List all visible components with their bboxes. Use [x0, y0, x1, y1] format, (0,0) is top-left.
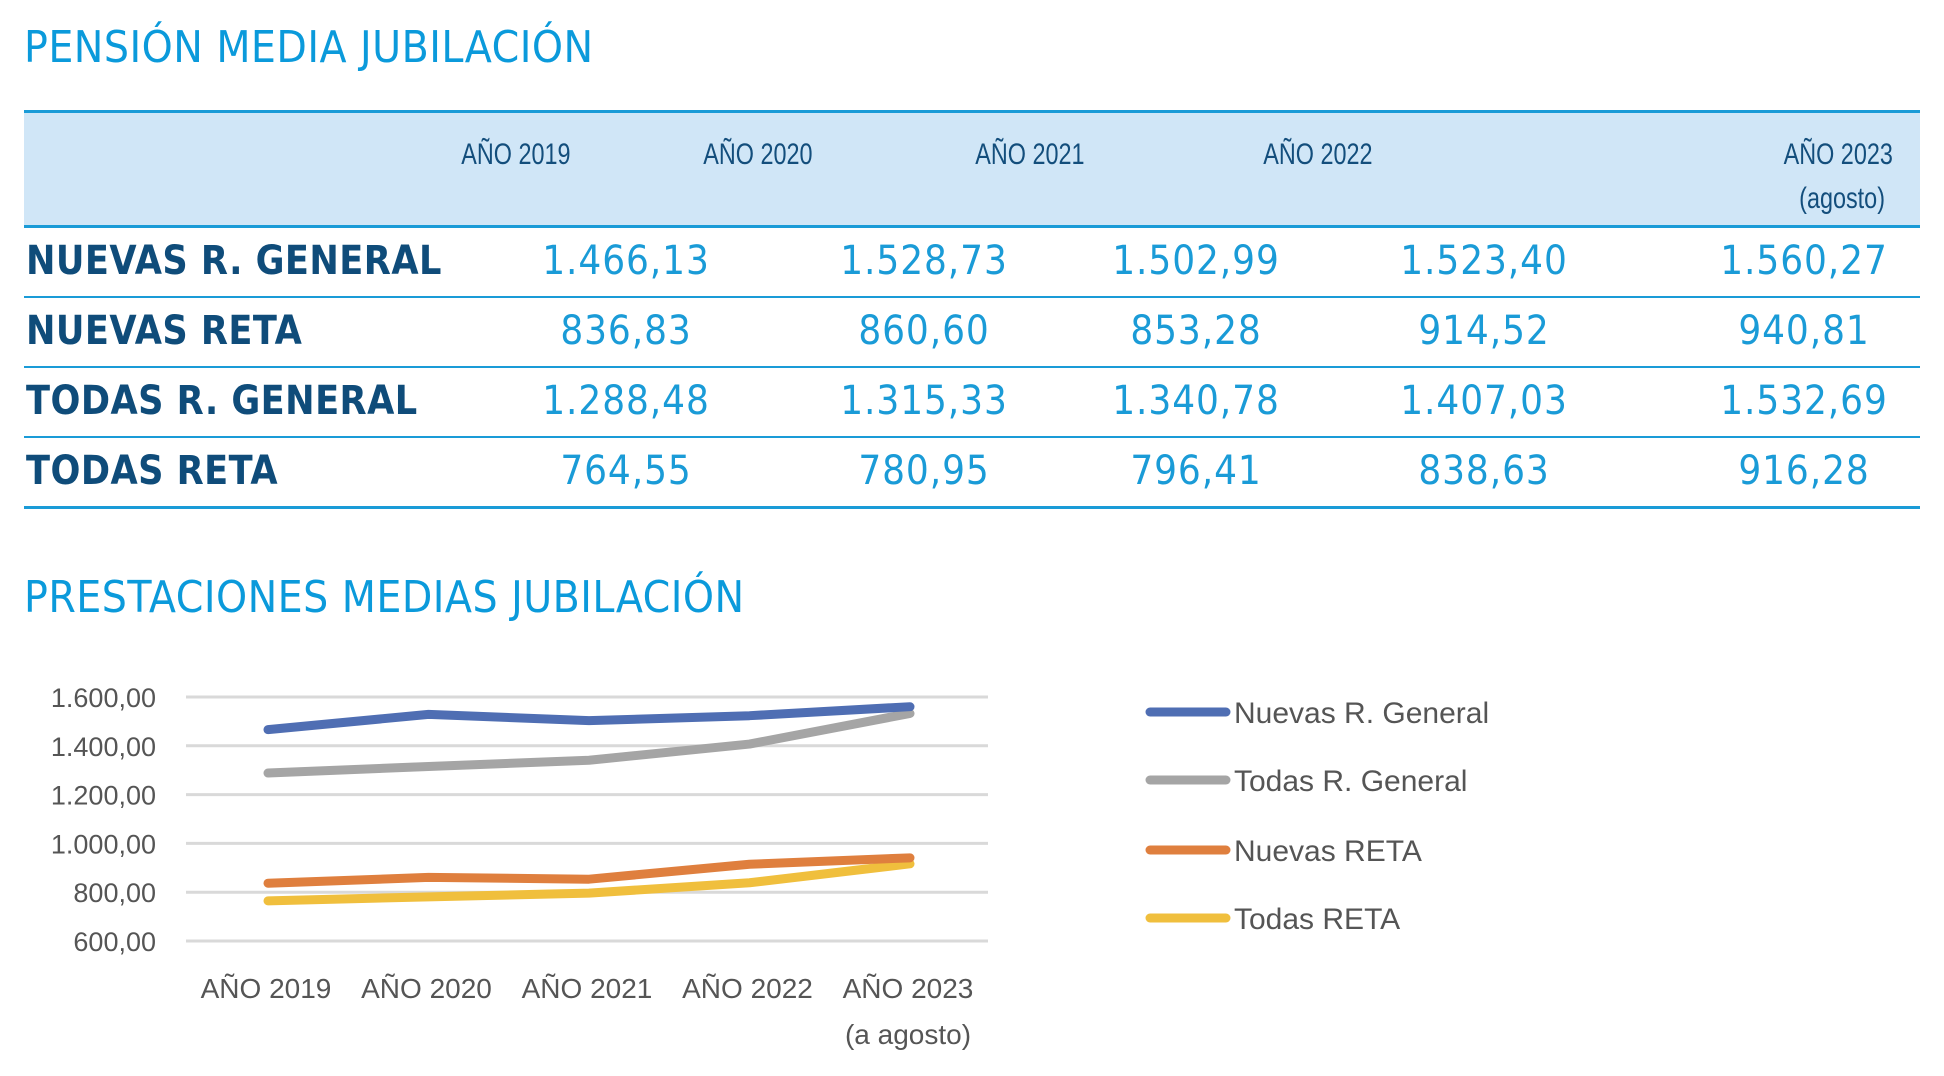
row-label: TODAS RETA — [26, 448, 279, 494]
cell-value: 838,63 — [1418, 448, 1550, 494]
column-header-note: (agosto) — [1799, 182, 1885, 215]
y-axis-labels: 600,00 800,00 1.000,00 1.200,00 1.400,00 1.60… — [51, 683, 156, 957]
cell-value: 916,28 — [1738, 448, 1870, 494]
row-label: TODAS R. GENERAL — [26, 378, 418, 424]
cell-value: 836,83 — [560, 308, 692, 354]
line-chart: 600,00 800,00 1.000,00 1.200,00 1.400,00 1.60… — [51, 683, 1489, 1050]
legend-label: Todas R. General — [1234, 765, 1467, 798]
column-header: AÑO 2021 — [975, 138, 1085, 171]
cell-value: 1.502,99 — [1112, 238, 1280, 284]
y-tick-label: 800,00 — [73, 878, 156, 908]
legend-item: Todas RETA — [1145, 903, 1400, 936]
series-lines — [263, 702, 915, 906]
legend-item: Todas R. General — [1145, 765, 1467, 798]
cell-value: 1.315,33 — [840, 378, 1008, 424]
column-header: AÑO 2020 — [703, 138, 813, 171]
legend: Nuevas R. General Todas R. General Nuevas … — [1145, 697, 1489, 936]
cell-value: 780,95 — [858, 448, 990, 494]
legend-label: Todas RETA — [1234, 903, 1400, 936]
table-row: TODAS RETA 764,55 780,95 796,41 838,63 9… — [24, 438, 1920, 509]
table-header: AÑO 2019 AÑO 2020 AÑO 2021 AÑO 2022 AÑO … — [24, 110, 1920, 228]
cell-value: 764,55 — [560, 448, 692, 494]
row-label: NUEVAS RETA — [26, 308, 303, 354]
x-tick-note: (a agosto) — [845, 1019, 971, 1050]
cell-value: 1.523,40 — [1400, 238, 1568, 284]
table-title: PENSIÓN MEDIA JUBILACIÓN — [24, 22, 594, 73]
series-line-todas-r-general — [263, 708, 915, 778]
cell-value: 1.532,69 — [1720, 378, 1888, 424]
table-row: NUEVAS R. GENERAL 1.466,13 1.528,73 1.50… — [24, 228, 1920, 298]
x-tick-label: AÑO 2021 — [522, 973, 653, 1004]
row-label: NUEVAS R. GENERAL — [26, 238, 442, 284]
y-tick-label: 1.400,00 — [51, 732, 156, 762]
table-row: TODAS R. GENERAL 1.288,48 1.315,33 1.340… — [24, 368, 1920, 438]
y-tick-label: 1.200,00 — [51, 781, 156, 811]
cell-value: 1.407,03 — [1400, 378, 1568, 424]
cell-value: 1.466,13 — [542, 238, 710, 284]
x-tick-label: AÑO 2020 — [361, 973, 492, 1004]
cell-value: 860,60 — [858, 308, 990, 354]
column-header: AÑO 2022 — [1263, 138, 1373, 171]
series-line-todas-reta — [263, 859, 915, 906]
cell-value: 940,81 — [1738, 308, 1870, 354]
cell-value: 1.560,27 — [1720, 238, 1888, 284]
legend-label: Nuevas RETA — [1234, 835, 1422, 868]
legend-item: Nuevas R. General — [1145, 697, 1489, 730]
cell-value: 796,41 — [1130, 448, 1262, 494]
gridlines — [186, 695, 988, 943]
series-line-nuevas-reta — [263, 853, 915, 888]
cell-value: 914,52 — [1418, 308, 1550, 354]
column-header-year: AÑO 2023 — [1783, 138, 1893, 171]
series-line-nuevas-r-general — [263, 702, 915, 735]
cell-value: 1.288,48 — [542, 378, 710, 424]
column-header: AÑO 2023 (agosto) — [1783, 133, 1893, 221]
table-body: NUEVAS R. GENERAL 1.466,13 1.528,73 1.50… — [24, 228, 1920, 509]
cell-value: 1.340,78 — [1112, 378, 1280, 424]
cell-value: 853,28 — [1130, 308, 1262, 354]
column-header: AÑO 2019 — [461, 138, 571, 171]
y-tick-label: 1.000,00 — [51, 829, 156, 859]
x-tick-label: AÑO 2019 — [201, 973, 332, 1004]
x-tick-label: AÑO 2023 — [843, 973, 974, 1004]
x-axis-labels: AÑO 2019 AÑO 2020 AÑO 2021 AÑO 2022 AÑO 2023… — [201, 973, 974, 1050]
chart-title: PRESTACIONES MEDIAS JUBILACIÓN — [24, 572, 745, 623]
x-tick-label: AÑO 2022 — [682, 973, 813, 1004]
table-row: NUEVAS RETA 836,83 860,60 853,28 914,52 … — [24, 298, 1920, 368]
y-tick-label: 600,00 — [73, 927, 156, 957]
cell-value: 1.528,73 — [840, 238, 1008, 284]
legend-label: Nuevas R. General — [1234, 697, 1489, 730]
legend-item: Nuevas RETA — [1145, 835, 1422, 868]
pension-table: AÑO 2019 AÑO 2020 AÑO 2021 AÑO 2022 AÑO … — [24, 110, 1920, 509]
y-tick-label: 1.600,00 — [51, 683, 156, 713]
